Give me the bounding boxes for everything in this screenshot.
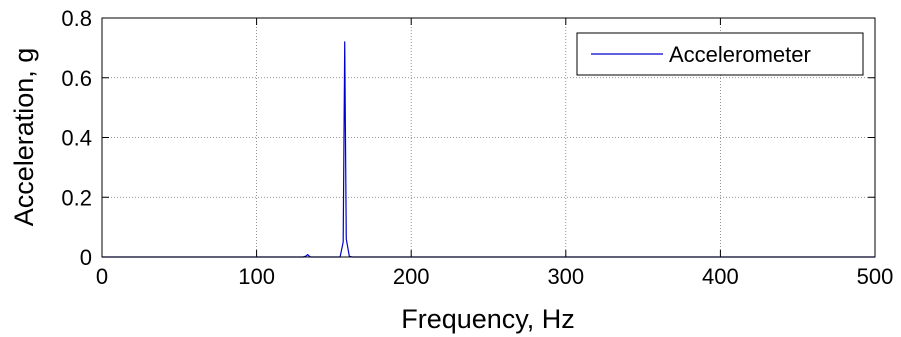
tick-marks (101, 17, 876, 258)
x-tick-label: 100 (238, 264, 275, 289)
legend-label: Accelerometer (669, 42, 811, 67)
x-tick-label: 0 (96, 264, 108, 289)
x-tick-label: 300 (547, 264, 584, 289)
legend: Accelerometer (576, 32, 864, 76)
y-tick-label: 0.6 (61, 66, 92, 91)
y-tick-labels: 0 0.2 0.4 0.6 0.8 (61, 6, 92, 270)
y-axis-label: Acceleration, g (9, 48, 39, 227)
x-tick-labels: 0 100 200 300 400 500 (96, 264, 893, 289)
x-tick-label: 200 (393, 264, 430, 289)
y-tick-label: 0.4 (61, 126, 92, 151)
y-tick-label: 0.2 (61, 185, 92, 210)
y-tick-label: 0.8 (61, 6, 92, 31)
x-axis-label: Frequency, Hz (401, 304, 575, 334)
y-tick-label: 0 (80, 245, 92, 270)
x-tick-label: 400 (702, 264, 739, 289)
x-tick-label: 500 (857, 264, 894, 289)
